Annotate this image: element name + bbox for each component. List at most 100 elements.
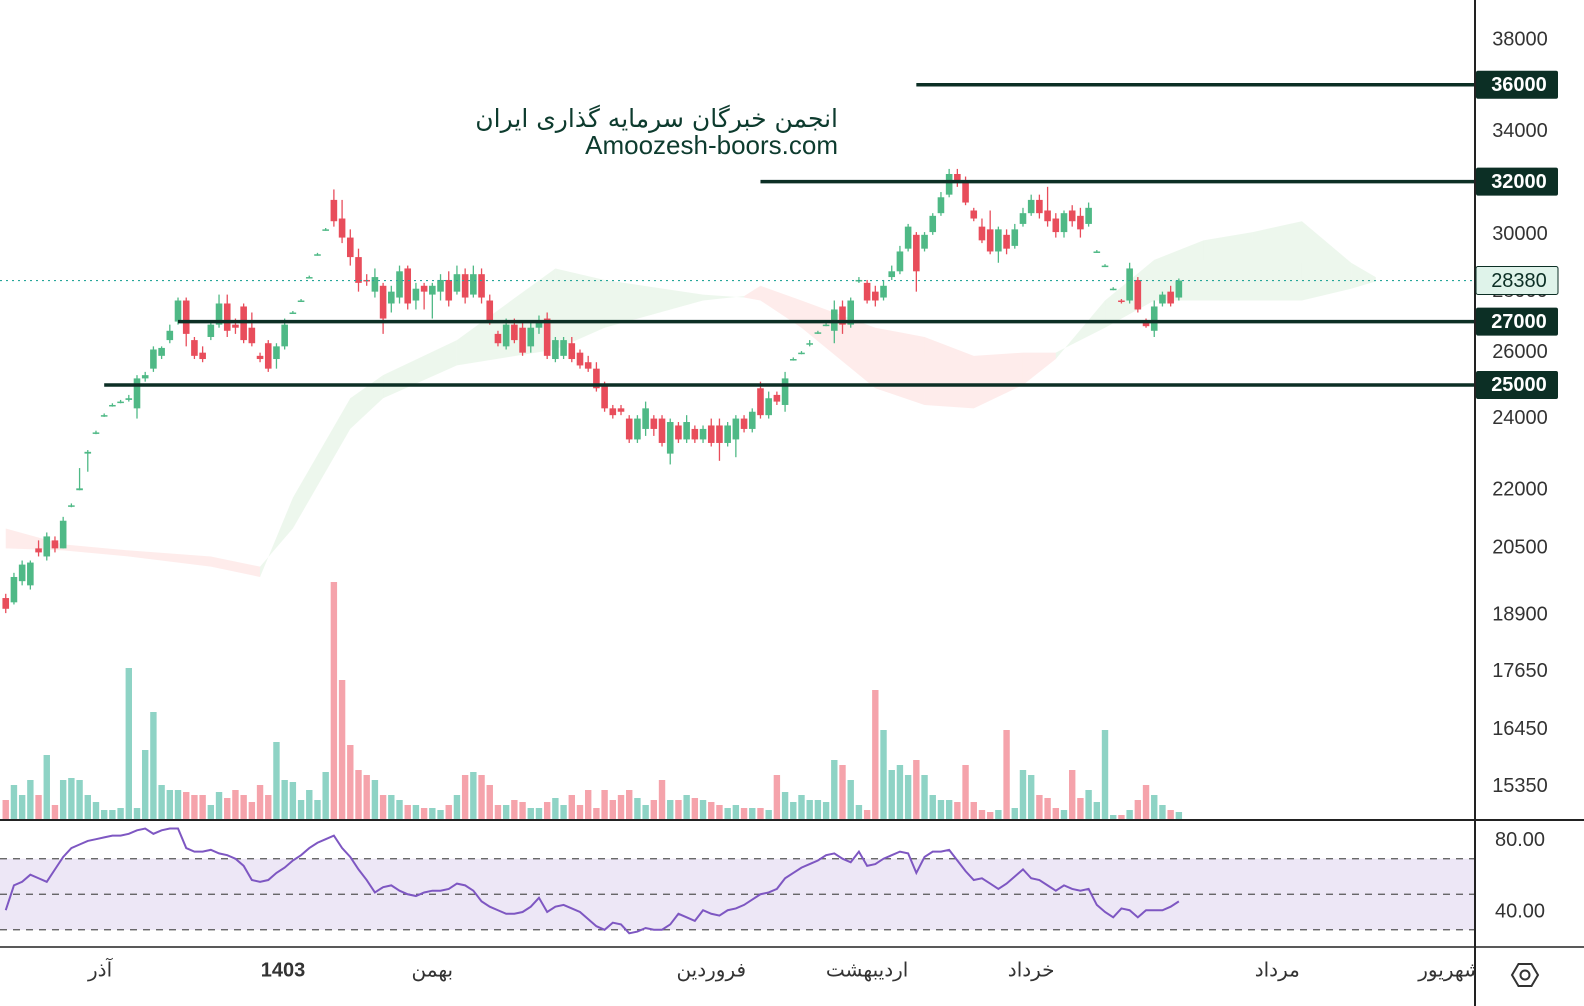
y-tick-label: 26000 <box>1492 341 1548 363</box>
volume-bar <box>306 790 313 820</box>
cloud-segment <box>1351 262 1376 289</box>
candle-body <box>437 279 444 292</box>
candle-body <box>896 251 904 272</box>
candle-body <box>1077 215 1084 230</box>
volume-bar <box>330 582 338 820</box>
y-tick-label: 80.00 <box>1495 829 1545 851</box>
candle-body <box>125 398 133 400</box>
volume-bar <box>1036 795 1043 820</box>
volume-bar <box>371 780 379 820</box>
volume-bar <box>27 780 34 820</box>
level-label: 36000 <box>1491 74 1547 96</box>
candle-body <box>1044 210 1051 222</box>
candle-body <box>314 254 321 256</box>
x-tick-label: آذر <box>87 957 114 982</box>
volume-bar <box>765 810 772 820</box>
candle-body <box>1036 199 1043 214</box>
y-tick-label: 40.00 <box>1495 900 1545 922</box>
candle-body <box>371 277 379 292</box>
volume-bar <box>781 792 789 820</box>
volume-bar <box>314 800 321 820</box>
candle-body <box>732 418 740 440</box>
candle-body <box>84 451 92 454</box>
candle-body <box>519 327 526 353</box>
candle-body <box>1150 306 1158 331</box>
candle-body <box>68 505 75 507</box>
candle-body <box>535 321 543 328</box>
candle-body <box>601 384 608 409</box>
candle-body <box>1101 265 1109 268</box>
candle-body <box>625 418 633 440</box>
candle-body <box>584 362 592 369</box>
volume-bar <box>199 795 206 820</box>
volume-bar <box>601 790 608 820</box>
volume-bar <box>1011 808 1018 820</box>
candle-body <box>412 288 420 301</box>
candle-body <box>273 346 280 360</box>
y-tick-label: 20500 <box>1492 537 1548 559</box>
y-tick-label: 15350 <box>1492 775 1548 797</box>
volume-bar <box>43 755 50 820</box>
settings-icon[interactable] <box>1510 963 1540 987</box>
candle-body <box>1027 199 1035 214</box>
y-tick-label: 22000 <box>1492 479 1548 501</box>
volume-bar <box>396 800 403 820</box>
candle-body <box>256 355 264 360</box>
candle-body <box>223 303 231 331</box>
cloud-segment <box>128 550 211 567</box>
volume-bar <box>626 790 633 820</box>
volume-bar <box>978 810 986 820</box>
volume-bar <box>937 800 945 820</box>
volume-bar <box>995 810 1002 820</box>
watermark: Amoozesh-boors.com <box>585 130 838 160</box>
volume-bar <box>675 800 682 820</box>
volume-bar <box>59 780 67 820</box>
candle-body <box>388 291 395 304</box>
volume-bar <box>502 805 510 820</box>
candle-body <box>494 333 502 344</box>
x-tick-label: شهریور <box>1417 958 1481 982</box>
volume-bar <box>609 800 617 820</box>
volume-bar <box>921 775 928 820</box>
candle-body <box>1126 268 1133 301</box>
volume-bar <box>183 792 190 820</box>
volume-bar <box>1118 815 1125 820</box>
candle-body <box>338 218 346 238</box>
candle-body <box>133 378 141 409</box>
volume-bar <box>215 792 223 820</box>
candle-body <box>847 300 855 325</box>
candle-body <box>1052 218 1060 233</box>
cloud-segment <box>973 352 1023 409</box>
volume-bar <box>461 775 469 820</box>
volume-bar <box>142 750 149 820</box>
candle-body <box>560 340 567 356</box>
candle-body <box>502 324 510 347</box>
cloud-segment <box>924 336 974 409</box>
candle-body <box>748 411 756 429</box>
cloud-segment <box>210 556 261 577</box>
candle-body <box>150 349 157 369</box>
cloud-segment <box>1022 352 1056 385</box>
cloud-segment <box>744 285 761 301</box>
candle-body <box>642 408 649 429</box>
y-tick-label: 30000 <box>1492 223 1548 245</box>
volume-bar <box>1151 795 1158 820</box>
candle-body <box>757 388 764 416</box>
volume-bar <box>576 805 584 820</box>
candle-body <box>962 181 969 203</box>
candle-body <box>207 324 215 337</box>
watermark: انجمن خبرگان سرمایه گذاری ایران <box>475 104 838 133</box>
candle-body <box>1068 210 1076 222</box>
volume-bar <box>297 800 305 820</box>
volume-bar <box>35 795 42 820</box>
cloud-segment <box>875 327 925 405</box>
volume-bar <box>519 802 526 820</box>
volume-bar <box>683 795 690 820</box>
volume-bar <box>904 775 912 820</box>
volume-bar <box>617 795 625 820</box>
candle-body <box>1134 279 1142 310</box>
volume-bar <box>872 690 879 820</box>
candle-body <box>954 174 961 182</box>
candle-body <box>305 277 313 279</box>
candle-body <box>789 359 797 361</box>
